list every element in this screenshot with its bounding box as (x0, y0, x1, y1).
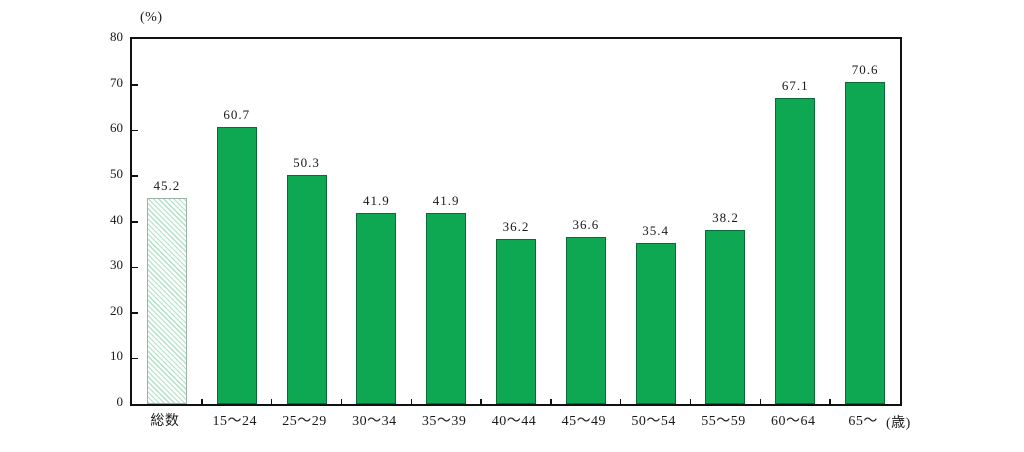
y-tick-label: 0 (116, 394, 124, 409)
y-tick-mark (132, 357, 138, 360)
y-tick-mark (132, 175, 138, 177)
bar-35-39 (426, 212, 467, 404)
x-tick-mark (550, 399, 552, 404)
bar-value-label: 35.4 (642, 222, 669, 238)
x-tick-mark (270, 399, 273, 404)
bar-value-label: 60.7 (223, 107, 251, 123)
y-tick-label: 50 (110, 165, 123, 181)
x-category-label: 30〜34 (352, 414, 397, 429)
x-tick-mark (829, 399, 831, 404)
bar-value-label: 50.3 (293, 154, 320, 170)
x-tick-mark (480, 399, 482, 404)
x-axis-unit-label: (歳) (886, 416, 911, 431)
bar-value-label: 41.9 (362, 192, 390, 208)
y-tick-mark (132, 84, 138, 86)
x-tick-mark (619, 399, 622, 404)
bar-60-64 (775, 97, 816, 404)
bar-value-label: 70.6 (851, 61, 879, 77)
bar-25-29 (286, 174, 327, 404)
x-category-label: 40〜44 (491, 414, 537, 429)
y-tick-mark (132, 266, 138, 269)
x-tick-mark (340, 399, 343, 404)
x-tick-mark (201, 399, 203, 404)
x-category-label: 50〜54 (631, 414, 676, 429)
bar-value-label: 67.1 (781, 77, 809, 93)
bar-40-44 (496, 238, 536, 404)
bar-30-34 (356, 212, 397, 404)
y-tick-mark (132, 221, 138, 223)
x-category-label: 55〜59 (701, 414, 746, 429)
x-category-label: 45〜49 (561, 414, 607, 429)
y-tick-label: 70 (110, 74, 123, 90)
x-tick-mark (759, 399, 762, 404)
x-category-label: 25〜29 (282, 414, 327, 429)
y-tick-mark (132, 312, 138, 314)
y-tick-label: 20 (110, 302, 123, 318)
bar-50-54 (635, 242, 676, 404)
x-category-label: 15〜24 (212, 414, 257, 429)
x-category-label: 65〜 (848, 414, 878, 429)
x-tick-mark (410, 399, 413, 404)
bar-value-label: 36.2 (502, 218, 530, 234)
bar-value-label: 45.2 (153, 177, 181, 193)
x-category-label: 60〜64 (771, 414, 816, 429)
y-tick-label: 60 (110, 120, 123, 136)
y-tick-label: 10 (110, 348, 123, 364)
bar-15-24 (216, 127, 257, 404)
y-tick-label: 40 (110, 211, 123, 227)
x-category-label: 総数 (150, 414, 180, 429)
bar-value-label: 38.2 (712, 209, 739, 225)
bar-45-49 (565, 237, 606, 404)
y-tick-label: 30 (110, 257, 123, 273)
bar-65- (845, 81, 886, 404)
x-category-label: 35〜39 (421, 414, 467, 429)
x-tick-mark (689, 399, 692, 404)
bar-value-label: 41.9 (432, 192, 460, 208)
y-tick-mark (132, 129, 138, 132)
bar-total (146, 197, 187, 404)
plot-area: 45.2 60.7 50.3 41.9 41.9 36.2 36.6 35.4 38.2 67.1… (130, 37, 902, 406)
y-axis-unit-label: (%) (140, 10, 163, 25)
bar-55-59 (705, 229, 746, 404)
bar-value-label: 36.6 (572, 217, 600, 233)
y-tick-label: 80 (110, 29, 123, 44)
